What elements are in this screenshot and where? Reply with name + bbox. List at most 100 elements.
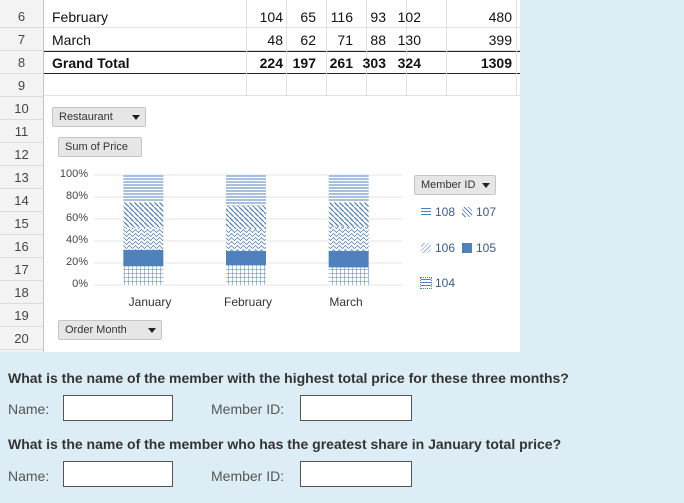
legend-item-104[interactable]: 104 (420, 276, 456, 290)
dropdown-arrow-icon (148, 328, 156, 333)
name-input-1[interactable] (63, 395, 173, 421)
grid-line (516, 0, 517, 96)
table-row (44, 74, 520, 96)
cell-value[interactable]: 104 (259, 9, 283, 25)
row-number[interactable]: 17 (0, 259, 43, 281)
grid-line (406, 0, 407, 96)
order-month-axis-button[interactable]: Order Month (58, 320, 162, 340)
member-id-label-2: Member ID: (211, 468, 285, 484)
cell-value[interactable]: 197 (292, 55, 316, 71)
row-number[interactable]: 19 (0, 305, 43, 327)
legend-label: 108 (435, 205, 456, 219)
row-number[interactable]: 18 (0, 282, 43, 304)
legend-label: 105 (476, 241, 497, 255)
row-number[interactable]: 12 (0, 144, 43, 166)
cell-value[interactable]: 93 (370, 9, 386, 25)
grid-line (446, 0, 447, 96)
row-number[interactable]: 6 (0, 6, 43, 28)
bar-segment-106-february[interactable] (226, 228, 266, 251)
bar-segment-105-march[interactable] (328, 250, 369, 268)
table-row (44, 51, 520, 74)
axis-button-label: Order Month (65, 324, 127, 336)
row-number[interactable]: 20 (0, 328, 43, 350)
cell-value[interactable]: 130 (397, 32, 421, 48)
legend-label: 106 (435, 241, 456, 255)
row-number[interactable]: 15 (0, 213, 43, 235)
cell-value[interactable]: 65 (300, 9, 316, 25)
legend-label: 107 (476, 205, 497, 219)
bar-segment-104-february[interactable] (226, 265, 266, 285)
bar-segment-106-march[interactable] (328, 226, 369, 251)
cell-value[interactable]: 116 (330, 9, 353, 25)
x-tick-label: February (223, 295, 273, 309)
member-id-legend-button[interactable]: Member ID (414, 175, 496, 195)
row-label-march[interactable]: March (52, 32, 91, 48)
row-label-grand-total[interactable]: Grand Total (52, 55, 130, 71)
bar-segment-106-january[interactable] (123, 227, 164, 250)
value-button-label: Sum of Price (65, 141, 128, 153)
bar-segment-108-january[interactable] (123, 175, 164, 203)
bar-segment-108-march[interactable] (328, 175, 369, 203)
bar-segment-107-march[interactable] (328, 202, 369, 227)
row-headers: 6 7 8 9 10 11 12 13 14 15 16 17 18 19 20 (0, 0, 44, 352)
row-number[interactable]: 8 (0, 52, 43, 74)
cell-value[interactable]: 62 (300, 32, 316, 48)
bar-segment-107-february[interactable] (226, 205, 266, 229)
legend-swatch (421, 207, 431, 217)
member-id-input-2[interactable] (300, 461, 412, 487)
legend-swatch (462, 243, 472, 253)
cell-value[interactable]: 102 (397, 9, 421, 25)
row-number[interactable]: 10 (0, 98, 43, 120)
dropdown-arrow-icon (482, 183, 490, 188)
cell-total[interactable]: 480 (488, 9, 512, 25)
cell-total[interactable]: 399 (488, 32, 512, 48)
cell-value[interactable]: 71 (337, 32, 353, 48)
chart-plot (94, 174, 402, 286)
name-label-2: Name: (8, 468, 50, 484)
bar-segment-104-january[interactable] (123, 266, 164, 285)
question-2: What is the name of the member who has t… (8, 436, 562, 452)
restaurant-filter-button[interactable]: Restaurant (52, 107, 146, 127)
legend-item-105[interactable]: 105 (462, 241, 496, 255)
bar-segment-107-january[interactable] (123, 202, 164, 228)
grid-line (286, 0, 287, 96)
legend-item-108[interactable]: 108 (421, 205, 455, 219)
row-number[interactable]: 16 (0, 236, 43, 258)
legend-label: 104 (435, 276, 456, 290)
row-number[interactable]: 7 (0, 29, 43, 51)
bar-segment-105-january[interactable] (123, 249, 164, 267)
legend-swatch (421, 243, 431, 253)
y-tick-label: 40% (65, 234, 88, 246)
row-number[interactable]: 14 (0, 190, 43, 212)
legend-item-106[interactable]: 106 (421, 241, 455, 255)
question-1: What is the name of the member with the … (8, 370, 569, 386)
row-label-february[interactable]: February (52, 9, 109, 25)
table-row (44, 6, 520, 28)
x-tick-label: March (329, 295, 363, 309)
cell-value[interactable]: 324 (397, 55, 421, 71)
cell-value[interactable]: 303 (362, 55, 386, 71)
legend-item-107[interactable]: 107 (462, 205, 496, 219)
y-tick-label: 100% (59, 168, 88, 180)
cell-value[interactable]: 261 (329, 55, 353, 71)
row-number[interactable]: 11 (0, 121, 43, 143)
bar-segment-104-march[interactable] (328, 267, 369, 285)
sum-of-price-button[interactable]: Sum of Price (58, 137, 142, 157)
legend-button-label: Member ID (421, 179, 476, 191)
bar-segment-105-february[interactable] (226, 250, 266, 266)
y-tick-label: 20% (65, 256, 88, 268)
cell-value[interactable]: 88 (370, 32, 386, 48)
grid-line (366, 0, 367, 96)
x-tick-label: January (128, 295, 172, 309)
pivot-chart[interactable]: Restaurant Sum of Price (44, 97, 520, 352)
cell-total[interactable]: 1309 (480, 55, 512, 71)
grid-line (246, 0, 247, 96)
member-id-input-1[interactable] (300, 395, 412, 421)
cell-value[interactable]: 224 (259, 55, 283, 71)
bar-segment-108-february[interactable] (226, 175, 266, 206)
name-input-2[interactable] (63, 461, 173, 487)
cell-value[interactable]: 48 (267, 32, 283, 48)
table-row (44, 29, 520, 51)
row-number[interactable]: 13 (0, 167, 43, 189)
row-number[interactable]: 9 (0, 75, 43, 97)
